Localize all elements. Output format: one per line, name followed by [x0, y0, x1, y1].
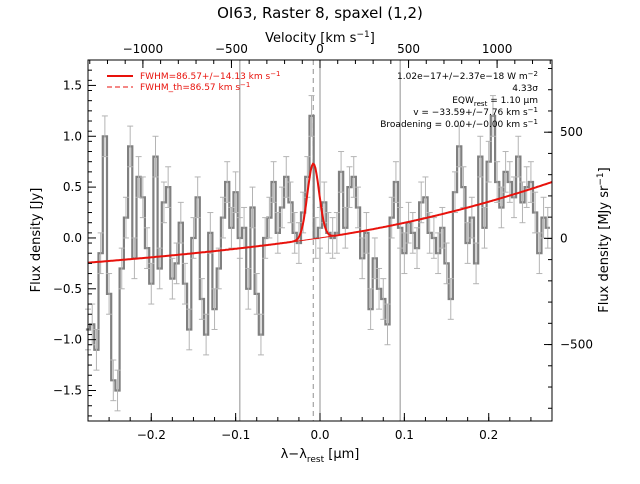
x-tick-label: 0.0: [310, 428, 329, 442]
y-tick-label: 1.5: [63, 78, 82, 92]
right-tick-label: 0: [560, 231, 568, 245]
top-tick-label: −1000: [123, 42, 164, 56]
y-tick-label: −1.0: [53, 333, 82, 347]
annotation-flux: 1.02e−17+/−2.37e−18 W m−2: [397, 70, 538, 82]
chart-title: OI63, Raster 8, spaxel (1,2): [217, 4, 423, 22]
gaussian-fit-line: [87, 162, 553, 264]
annotation-broadening: Broadening = 0.00+/−0.00 km s−1: [380, 118, 538, 130]
y-tick-label: 1.0: [63, 129, 82, 143]
y-tick-label: 0.0: [63, 231, 82, 245]
y-tick-label: 0.5: [63, 180, 82, 194]
legend-fwhm-label: FWHM=86.57+/−14.13 km s−1: [140, 70, 281, 82]
y-tick-label: −1.5: [53, 383, 82, 397]
top-tick-label: −500: [215, 42, 248, 56]
annotation-eqw: EQWrest = 1.10 μm: [452, 96, 538, 108]
top-tick-label: 1000: [482, 42, 513, 56]
top-tick-label: 0: [316, 42, 324, 56]
x-tick-label: 0.1: [395, 428, 414, 442]
y-axis-label: Flux density [Jy]: [29, 188, 44, 293]
y-tick-label: −0.5: [53, 282, 82, 296]
right-tick-label: −500: [560, 338, 593, 352]
top-tick-label: 500: [397, 42, 420, 56]
right-axis-label: Flux density [MJy sr−1]: [596, 167, 612, 312]
legend: FWHM=86.57+/−14.13 km s−1 FWHM_th=86.57 …: [107, 70, 281, 93]
x-tick-label: 0.2: [479, 428, 498, 442]
x-tick-label: −0.2: [137, 428, 166, 442]
annotation-sigma: 4.33σ: [512, 84, 538, 94]
legend-fwhm-th-label: FWHM_th=86.57 km s−1: [140, 81, 250, 93]
top-axis-label: Velocity [km s−1]: [265, 30, 375, 46]
x-tick-label: −0.1: [221, 428, 250, 442]
x-axis-label: λ−λrest [μm]: [281, 447, 360, 465]
right-tick-label: 500: [560, 125, 583, 139]
annotation-velocity: v = −33.59+/−7.76 km s−1: [413, 106, 538, 118]
annotation-block: 1.02e−17+/−2.37e−18 W m−2 4.33σ EQWrest …: [380, 70, 538, 130]
